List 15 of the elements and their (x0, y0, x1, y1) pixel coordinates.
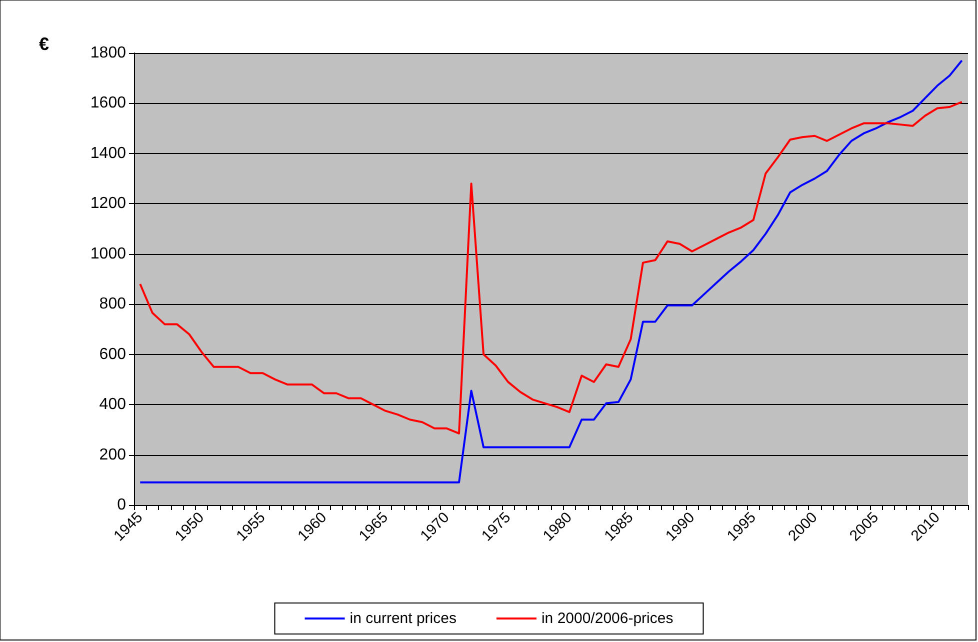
y-tick-label: 200 (99, 446, 126, 464)
line-series (139, 100, 963, 434)
line-series (139, 60, 963, 484)
y-axis-title: € (38, 34, 49, 54)
y-tick-label: 1000 (90, 245, 126, 262)
legend-label: in 2000/2006-prices (541, 610, 674, 627)
y-tick-label: 1200 (90, 195, 126, 212)
legend-label: in current prices (350, 610, 456, 627)
y-tick-label: 600 (99, 346, 126, 363)
y-tick-label: 1400 (90, 144, 126, 162)
y-tick-label: 800 (99, 296, 126, 313)
y-tick-label: 0 (117, 496, 126, 514)
y-tick-label: 1600 (90, 94, 126, 112)
y-tick-label: 400 (99, 396, 126, 414)
y-tick-label: 1800 (90, 44, 126, 62)
